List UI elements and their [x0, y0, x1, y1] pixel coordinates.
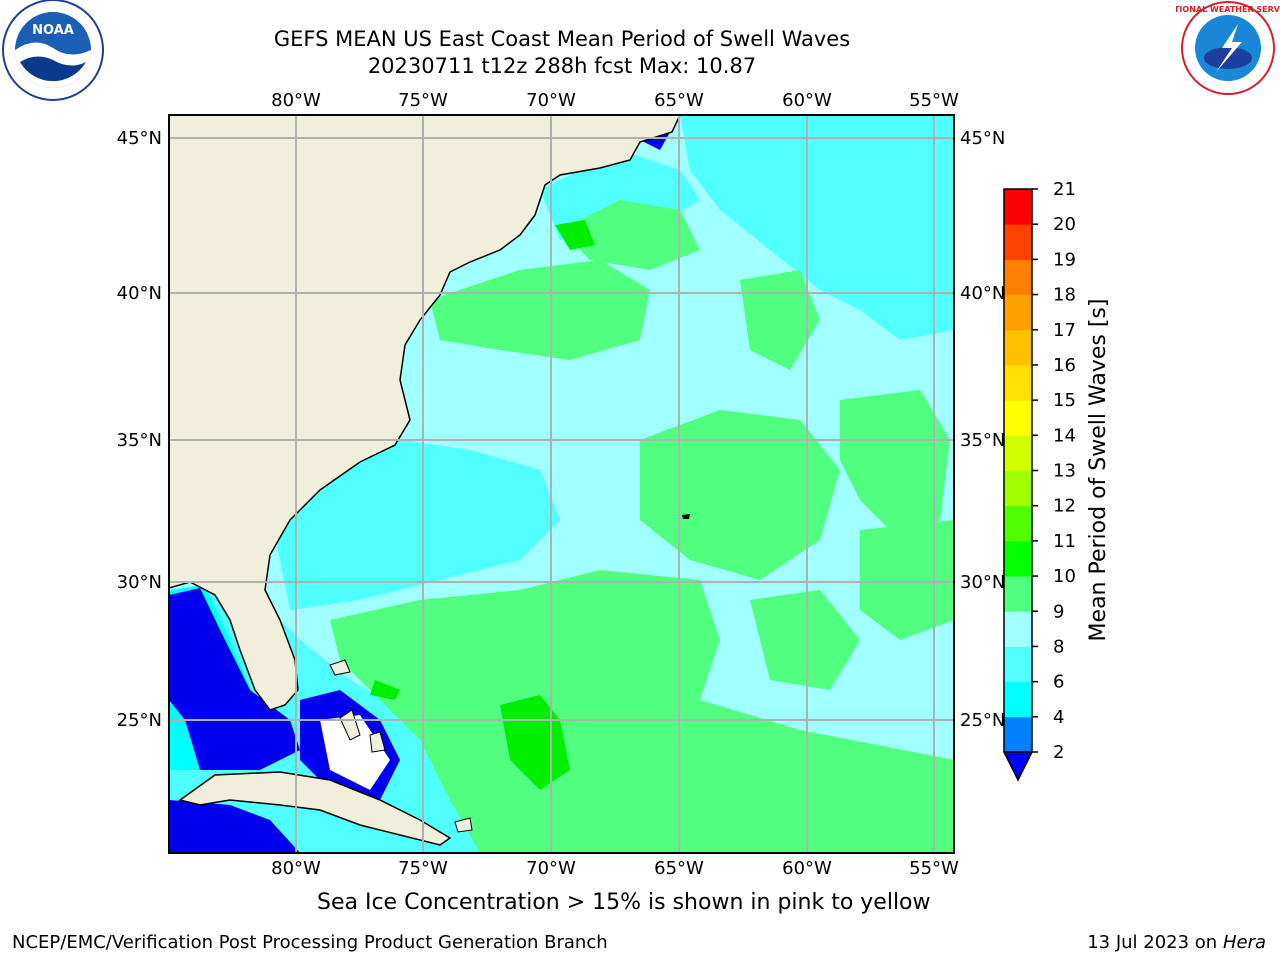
colorbar-segment	[1004, 329, 1032, 366]
colorbar-tick-label: 8	[1053, 636, 1064, 657]
noaa-logo-icon: NOAA	[2, 0, 104, 101]
lon-label: 80°W	[271, 90, 321, 111]
colorbar-segment	[1004, 540, 1032, 577]
colorbar-segment	[1004, 259, 1032, 296]
colorbar-extend-arrow	[1002, 751, 1034, 782]
lon-label: 80°W	[271, 858, 321, 879]
lat-label: 45°N	[960, 128, 1005, 149]
lon-label: 60°W	[782, 858, 832, 879]
colorbar-label: Mean Period of Swell Waves [s]	[1086, 299, 1111, 642]
lat-label: 25°N	[960, 710, 1005, 731]
colorbar-tick-label: 15	[1053, 390, 1076, 411]
colorbar-tick-label: 9	[1053, 601, 1064, 622]
colorbar-segment	[1004, 364, 1032, 401]
colorbar-tick-label: 13	[1053, 461, 1076, 482]
noaa-logo-text: NOAA	[32, 23, 74, 38]
colorbar-segment	[1004, 716, 1032, 753]
colorbar-tick-label: 19	[1053, 249, 1076, 270]
footer-credit: NCEP/EMC/Verification Post Processing Pr…	[12, 932, 608, 953]
map-field	[169, 115, 954, 853]
colorbar-tick-label: 2	[1053, 742, 1064, 763]
colorbar-segment	[1004, 294, 1032, 331]
colorbar: 2 4 6 8 9 10 11 12 13 14 15 16 17 18 19 20 21	[1002, 179, 1076, 782]
colorbar-tick-label: 16	[1053, 355, 1076, 376]
lon-label: 65°W	[654, 90, 704, 111]
lat-label: 35°N	[960, 430, 1005, 451]
nws-logo-icon: NATIONAL WEATHER SERVICE	[1176, 1, 1280, 95]
lat-labels-left: 45°N 40°N 35°N 30°N 25°N	[117, 128, 162, 731]
colorbar-segment	[1004, 224, 1032, 260]
colorbar-segment	[1004, 435, 1032, 471]
colorbar-tick-label: 14	[1053, 425, 1076, 446]
lon-label: 55°W	[909, 858, 959, 879]
lon-labels-top: 80°W 75°W 70°W 65°W 60°W 55°W	[271, 90, 959, 111]
lon-label: 65°W	[654, 858, 704, 879]
lat-label: 40°N	[960, 283, 1005, 304]
lat-label: 30°N	[960, 572, 1005, 593]
colorbar-tick-label: 20	[1053, 214, 1076, 235]
map-graticule	[169, 115, 954, 853]
colorbar-segment	[1004, 505, 1032, 542]
lon-label: 70°W	[526, 90, 576, 111]
lat-label: 35°N	[117, 430, 162, 451]
colorbar-segment	[1004, 576, 1032, 612]
lon-label: 60°W	[782, 90, 832, 111]
lon-label: 70°W	[526, 858, 576, 879]
lon-label: 75°W	[398, 858, 448, 879]
lon-label: 75°W	[398, 90, 448, 111]
colorbar-segment	[1004, 646, 1032, 683]
colorbar-tick-label: 21	[1053, 179, 1076, 200]
chart-title-line2: 20230711 t12z 288h fcst Max: 10.87	[367, 54, 757, 78]
colorbar-segment	[1004, 681, 1032, 718]
chart-title-line1: GEFS MEAN US East Coast Mean Period of S…	[273, 27, 851, 51]
colorbar-tick-label: 17	[1053, 320, 1076, 341]
colorbar-tick-label: 10	[1053, 566, 1076, 587]
nws-logo-text: NATIONAL WEATHER SERVICE	[1176, 5, 1280, 14]
footer-host: Hera	[1222, 932, 1266, 953]
colorbar-tick-label: 4	[1053, 707, 1064, 728]
colorbar-tick-label: 18	[1053, 285, 1076, 306]
colorbar-segment	[1004, 400, 1032, 436]
lat-labels-right: 45°N 40°N 35°N 30°N 25°N	[960, 128, 1005, 731]
colorbar-tick-label: 12	[1053, 496, 1076, 517]
lon-labels-bottom: 80°W 75°W 70°W 65°W 60°W 55°W	[271, 858, 959, 879]
colorbar-tick-label: 11	[1053, 531, 1076, 552]
caption-text: Sea Ice Concentration > 15% is shown in …	[317, 890, 931, 915]
footer-date-text: 13 Jul 2023 on	[1087, 932, 1223, 953]
colorbar-segment	[1004, 611, 1032, 647]
colorbar-segment	[1004, 189, 1032, 225]
colorbar-tick-label: 6	[1053, 672, 1064, 693]
lat-label: 40°N	[117, 283, 162, 304]
footer-date: 13 Jul 2023 on Hera	[1087, 932, 1266, 953]
lat-label: 45°N	[117, 128, 162, 149]
lat-label: 25°N	[117, 710, 162, 731]
lat-label: 30°N	[117, 572, 162, 593]
colorbar-segment	[1004, 470, 1032, 507]
lon-label: 55°W	[909, 90, 959, 111]
map-frame	[168, 114, 955, 854]
